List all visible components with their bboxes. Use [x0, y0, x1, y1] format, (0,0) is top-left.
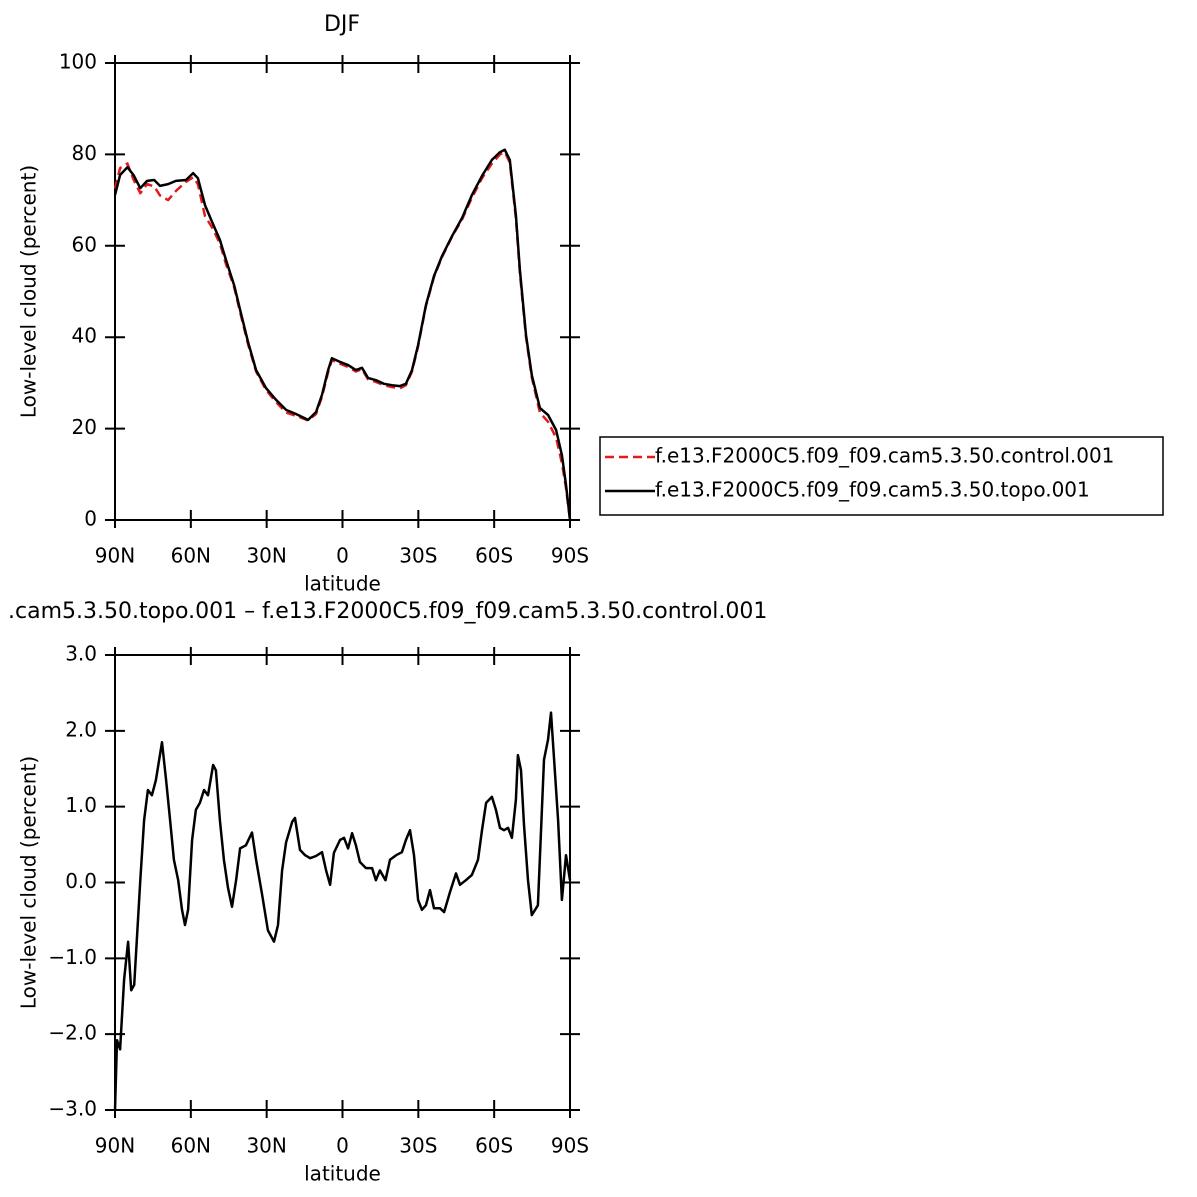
x-tick-label: 60S — [475, 1134, 513, 1158]
chart-title: DJF — [324, 12, 360, 37]
x-tick-label: 60N — [171, 544, 211, 568]
y-tick-label: 100 — [59, 50, 97, 74]
y-axis-label: Low-level cloud (percent) — [17, 165, 41, 418]
y-tick-label: 60 — [72, 232, 97, 256]
x-tick-label: 90N — [95, 1134, 135, 1158]
x-tick-label: 90S — [551, 544, 589, 568]
x-tick-label: 30N — [246, 544, 286, 568]
y-tick-label: 0 — [84, 507, 97, 531]
chart-title: .cam5.3.50.topo.001 – f.e13.F2000C5.f09_… — [8, 599, 767, 624]
y-tick-label: 20 — [72, 415, 97, 439]
x-tick-label: 0 — [336, 1134, 349, 1158]
x-tick-label: 90S — [551, 1134, 589, 1158]
y-tick-label: 40 — [72, 324, 97, 348]
plot-frame — [114, 62, 571, 521]
y-tick-label: 80 — [72, 141, 97, 165]
y-tick-label: 2.0 — [65, 717, 97, 741]
y-axis-label: Low-level cloud (percent) — [17, 756, 41, 1009]
x-tick-label: 0 — [336, 544, 349, 568]
plot-frame — [114, 654, 571, 1111]
legend-label: f.e13.F2000C5.f09_f09.cam5.3.50.control.… — [655, 444, 1114, 468]
x-tick-label: 30S — [399, 1134, 437, 1158]
x-tick-label: 30N — [246, 1134, 286, 1158]
x-tick-label: 60N — [171, 1134, 211, 1158]
line-series — [113, 148, 572, 521]
y-tick-label: 1.0 — [65, 793, 97, 817]
x-axis-label: latitude — [304, 572, 381, 596]
line-series — [113, 711, 572, 1111]
x-axis-label: latitude — [304, 1162, 381, 1186]
y-tick-label: −2.0 — [48, 1021, 97, 1045]
y-tick-label: 3.0 — [65, 642, 97, 666]
y-tick-label: 0.0 — [65, 869, 97, 893]
legend-box — [599, 436, 1164, 516]
x-tick-label: 90N — [95, 544, 135, 568]
legend-label: f.e13.F2000C5.f09_f09.cam5.3.50.topo.001 — [655, 478, 1090, 502]
x-tick-label: 60S — [475, 544, 513, 568]
y-tick-label: −1.0 — [48, 945, 97, 969]
y-tick-label: −3.0 — [48, 1097, 97, 1121]
x-tick-label: 30S — [399, 544, 437, 568]
line-series — [113, 150, 572, 521]
